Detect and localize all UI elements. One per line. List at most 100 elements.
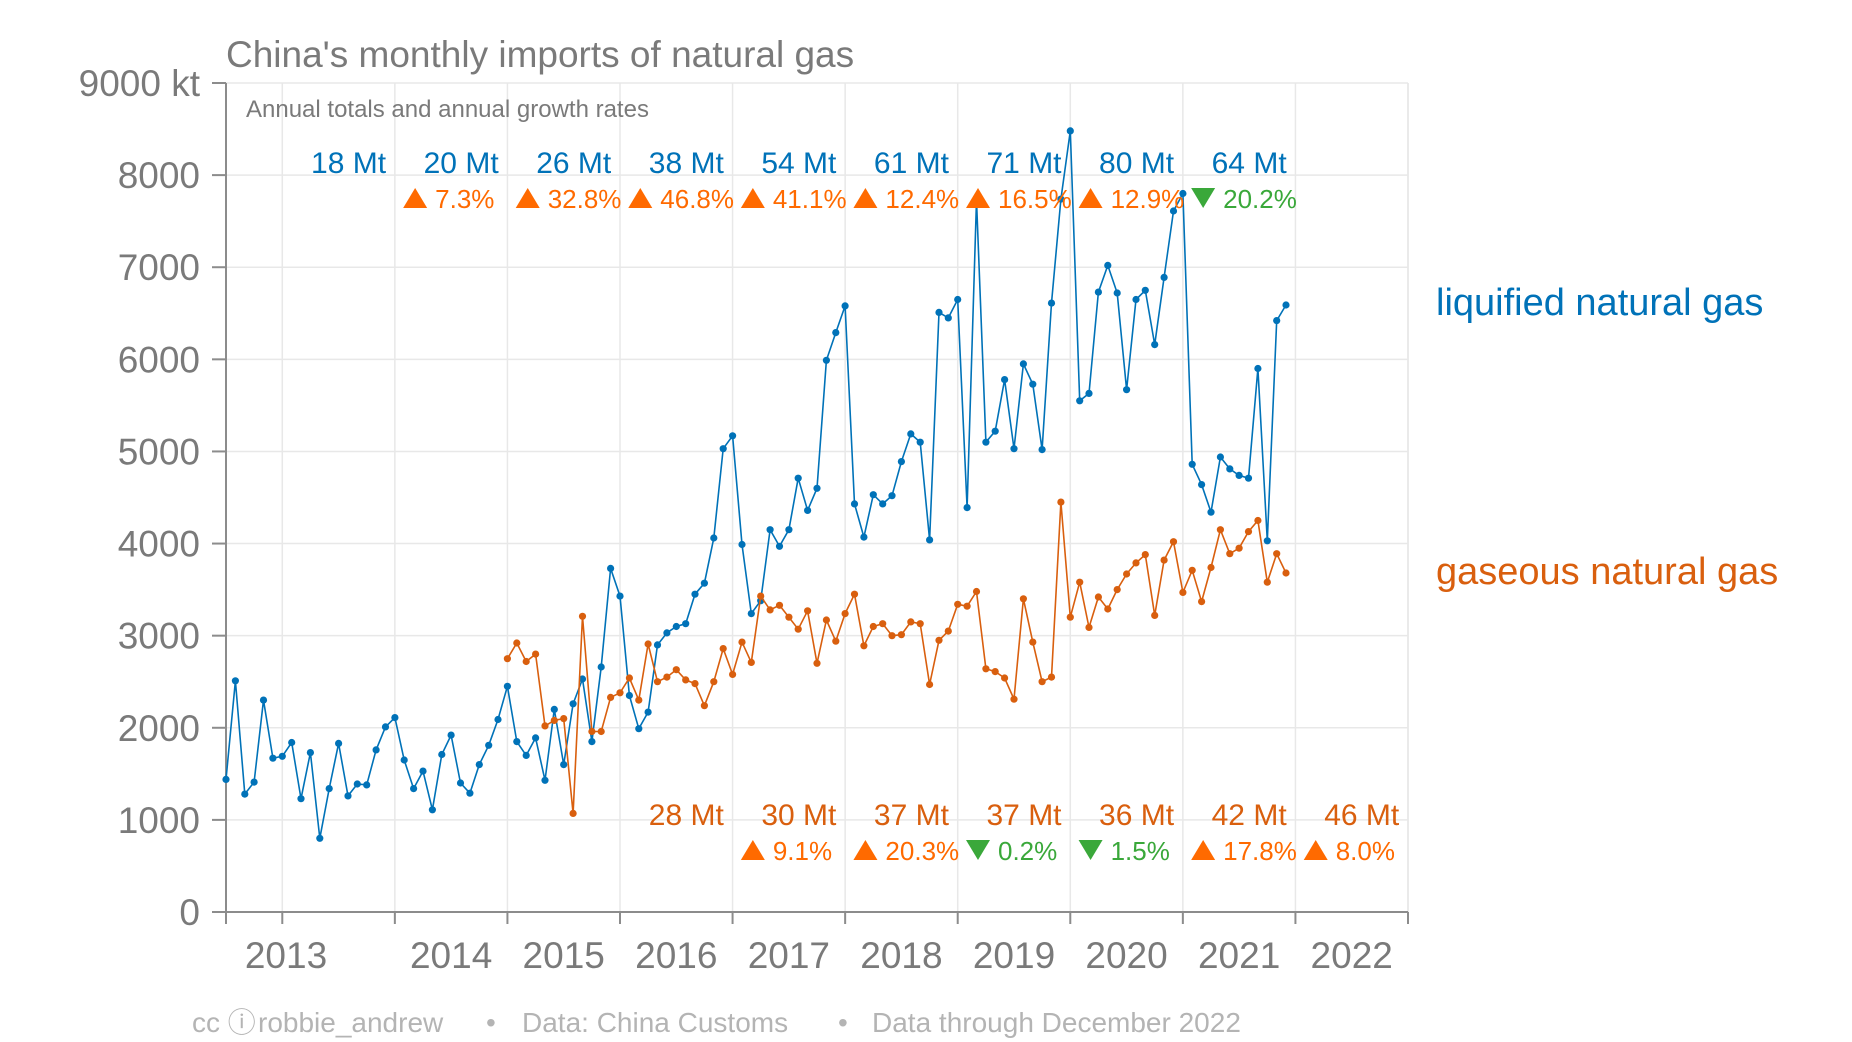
data-point — [607, 693, 615, 702]
x-tick-label: 2013 — [245, 935, 327, 976]
data-point — [850, 590, 859, 598]
data-point — [1085, 389, 1093, 397]
x-tick-label: 2019 — [973, 935, 1055, 976]
data-point — [832, 329, 840, 337]
data-point — [644, 640, 652, 648]
data-point — [982, 438, 990, 446]
annual-growth-rate-label: 17.8% — [1223, 836, 1297, 866]
data-point — [1066, 127, 1074, 135]
lng-annotation: 71 Mt 16.5% — [966, 147, 1072, 214]
lng-annotation: 38 Mt 46.8% — [628, 147, 734, 214]
y-tick-label: 5000 — [118, 431, 200, 472]
data-point — [766, 526, 774, 534]
data-point — [700, 579, 709, 587]
gas-annotation: 42 Mt 17.8% — [1191, 799, 1297, 866]
data-point — [475, 761, 483, 769]
x-tick-label: 2015 — [523, 935, 605, 976]
gas-annotation: 46 Mt 8.0% — [1303, 799, 1400, 866]
data-point — [278, 752, 286, 760]
annual-growth-rate-label: 7.3% — [435, 184, 494, 214]
data-point — [1113, 586, 1121, 594]
data-point — [344, 792, 352, 800]
data-point — [869, 491, 877, 499]
data-point — [991, 427, 999, 435]
data-point — [456, 779, 465, 787]
data-point — [738, 540, 746, 549]
data-point — [691, 680, 699, 688]
increase-triangle-icon — [740, 188, 765, 208]
lng-annotation: 18 Mt — [311, 147, 387, 180]
data-point — [1244, 474, 1253, 482]
data-point — [1254, 516, 1262, 525]
data-point — [1188, 460, 1196, 468]
footer: cc ⓘ robbie_andrew • Data: China Customs… — [192, 1007, 1241, 1038]
lng-annotation: 64 Mt 20.2% — [1191, 147, 1297, 214]
data-point — [972, 587, 981, 596]
annual-growth-rate-label: 12.4% — [885, 184, 959, 214]
annual-growth-rate-label: 9.1% — [773, 836, 832, 866]
data-point — [447, 731, 455, 739]
data-point — [954, 600, 962, 608]
annual-growth-rate-label: 0.2% — [998, 836, 1057, 866]
lng-annotation: 54 Mt 41.1% — [740, 147, 847, 214]
annual-growth-rate-label: 20.2% — [1223, 184, 1297, 214]
lng-annotation: 20 Mt 7.3% — [403, 147, 499, 214]
increase-triangle-icon — [1078, 188, 1103, 208]
gas-annotation: 37 Mt 20.3% — [853, 799, 959, 866]
data-point — [841, 302, 849, 310]
annual-growth-rate-label: 20.3% — [885, 836, 959, 866]
data-point — [775, 601, 784, 609]
annual-total-label: 38 Mt — [649, 147, 725, 180]
series-label-lng: liquified natural gas — [1436, 282, 1763, 324]
data-point — [1038, 678, 1046, 686]
data-point — [1001, 376, 1009, 384]
data-point — [822, 616, 831, 624]
annual-total-label: 26 Mt — [536, 147, 612, 180]
y-tick-label: 3000 — [118, 616, 200, 657]
data-point — [1132, 295, 1140, 304]
y-tick-label: 4000 — [118, 524, 200, 565]
data-point — [1047, 673, 1056, 681]
data-point — [1188, 566, 1196, 574]
data-point — [363, 781, 371, 789]
annual-total-label: 54 Mt — [761, 147, 837, 180]
annual-total-label: 18 Mt — [311, 147, 387, 180]
data-point — [410, 785, 418, 793]
data-point — [935, 308, 943, 316]
annual-growth-rate-label: 46.8% — [660, 184, 734, 214]
data-point — [963, 602, 971, 610]
data-point — [747, 658, 755, 667]
data-point — [1263, 578, 1271, 586]
x-axis-ticks: 2013 2014 2015 2016 2017 2018 2019 2020 2021 2022 — [225, 912, 1409, 976]
data-point — [879, 500, 887, 508]
cc-license-icon: cc ⓘ — [192, 1007, 256, 1038]
data-point — [1273, 550, 1281, 558]
footer-data-through: Data through December 2022 — [872, 1007, 1241, 1038]
data-point — [888, 492, 896, 500]
chart-title: China's monthly imports of natural gas — [226, 34, 854, 75]
x-tick-label: 2014 — [410, 935, 492, 976]
data-point — [625, 674, 634, 682]
data-point — [288, 738, 296, 747]
annual-total-label: 64 Mt — [1212, 147, 1288, 180]
data-point — [982, 665, 990, 673]
annual-total-label: 42 Mt — [1212, 799, 1288, 832]
data-point — [588, 727, 596, 736]
data-point — [850, 500, 859, 508]
data-point — [907, 430, 915, 438]
annual-total-label: 37 Mt — [874, 799, 950, 832]
annual-total-label: 80 Mt — [1099, 147, 1175, 180]
data-point — [860, 533, 868, 541]
data-point — [897, 631, 906, 639]
data-point — [485, 741, 493, 749]
increase-triangle-icon — [403, 188, 428, 208]
data-point — [822, 356, 831, 364]
data-point — [719, 645, 727, 653]
data-point — [860, 642, 868, 650]
y-tick-label: 6000 — [118, 339, 200, 380]
increase-triangle-icon — [628, 188, 653, 208]
data-point — [381, 723, 390, 731]
annual-total-label: 37 Mt — [986, 799, 1062, 832]
increase-triangle-icon — [853, 188, 878, 208]
